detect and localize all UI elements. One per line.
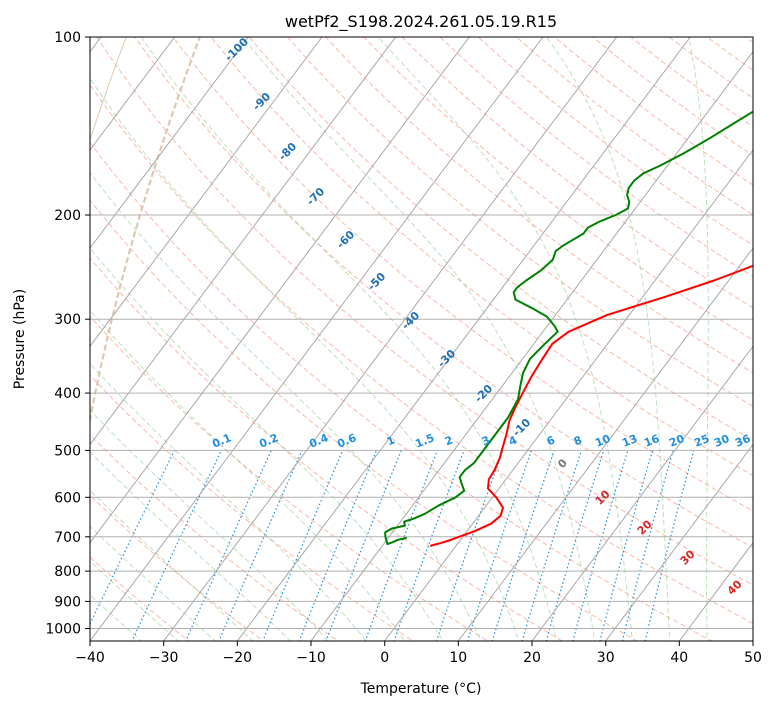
x-tick-label: −30 <box>149 650 179 666</box>
isotherm-line <box>310 50 753 641</box>
mixing-ratio-label: 25 <box>692 432 711 450</box>
x-tick-label: 50 <box>744 650 762 666</box>
dry-adiabat-line <box>401 37 753 309</box>
isotherm-line <box>90 37 323 348</box>
x-tick-label: −20 <box>223 650 253 666</box>
dry-adiabat-line <box>210 37 753 476</box>
dry-adiabat-line <box>90 556 190 641</box>
isotherm-line <box>90 37 470 544</box>
dry-adiabat-line <box>90 434 340 641</box>
isotherm-line <box>384 149 753 641</box>
isotherm-line <box>531 345 753 641</box>
mixing-ratio-label: 8 <box>572 433 584 448</box>
dry-adiabat-line <box>90 257 564 641</box>
isotherm-line <box>457 247 753 641</box>
reference-curve <box>90 37 201 426</box>
mixing-ratio-label: 2 <box>443 433 455 448</box>
y-tick-label: 400 <box>54 386 81 402</box>
y-tick-label: 600 <box>54 490 81 506</box>
isotherm-line <box>90 37 544 641</box>
moist-adiabat-line <box>90 172 482 641</box>
y-tick-label: 200 <box>54 208 81 224</box>
isotherm-line <box>678 541 753 641</box>
moist-adiabat-line <box>90 309 406 641</box>
dry-adiabat-line <box>90 199 639 641</box>
isotherm-line <box>236 37 691 641</box>
isotherm-line <box>163 37 618 641</box>
chart-title: wetPf2_S198.2024.261.05.19.R15 <box>285 12 557 32</box>
y-tick-label: 300 <box>54 312 81 328</box>
y-tick-label: 900 <box>54 594 81 610</box>
y-axis-label: Pressure (hPa) <box>12 289 28 389</box>
dry-adiabat-line <box>96 37 753 586</box>
dry-adiabat-line <box>363 37 753 341</box>
y-tick-label: 500 <box>54 443 81 459</box>
dry-adiabat-line <box>172 37 753 512</box>
dry-adiabat-line <box>90 374 414 641</box>
x-tick-label: 30 <box>597 650 615 666</box>
moist-adiabat-line <box>242 37 596 641</box>
x-tick-label: −10 <box>296 650 326 666</box>
series-group <box>384 110 753 547</box>
isotherm-line <box>90 37 249 249</box>
moist-adiabat-line <box>90 409 329 641</box>
x-axis-ticks: −40 −30 −20 −10 0 10 20 30 40 50 <box>75 641 762 666</box>
isotherm-line <box>90 37 176 151</box>
isotherm-line <box>605 443 753 641</box>
grid-lines <box>90 37 753 641</box>
x-tick-label: −40 <box>75 650 105 666</box>
x-tick-label: 0 <box>380 650 389 666</box>
y-tick-label: 700 <box>54 530 81 546</box>
x-tick-label: 20 <box>523 650 541 666</box>
mixing-ratio-label: 10 <box>593 432 612 450</box>
dry-adiabat-line <box>90 315 489 641</box>
isotherm-line <box>90 37 397 446</box>
mixing-ratio-label: 30 <box>712 432 731 450</box>
series-line-1 <box>429 264 753 547</box>
x-axis-label: Temperature (°C) <box>360 681 482 697</box>
mixing-ratio-label: 13 <box>620 432 639 450</box>
mixing-ratio-label: 1 <box>385 433 397 448</box>
plot-frame <box>89 36 754 642</box>
dry-adiabat-line <box>248 37 753 442</box>
mixing-ratio-label: 16 <box>642 432 661 450</box>
y-axis-ticks: 1000 900 800 700 600 500 400 300 200 100 <box>45 30 90 638</box>
y-tick-label: 100 <box>54 30 81 46</box>
mixing-ratio-label: 3 <box>480 433 492 448</box>
dry-adiabat-line <box>134 37 753 549</box>
dry-adiabat-line <box>90 141 713 641</box>
y-tick-label: 800 <box>54 564 81 580</box>
x-tick-label: 40 <box>670 650 688 666</box>
series-line-2 <box>384 110 753 546</box>
mixing-ratio-label: 20 <box>667 432 686 450</box>
x-tick-label: 10 <box>449 650 467 666</box>
y-tick-label: 1000 <box>45 622 81 638</box>
mixing-ratio-label: 36 <box>733 432 752 450</box>
